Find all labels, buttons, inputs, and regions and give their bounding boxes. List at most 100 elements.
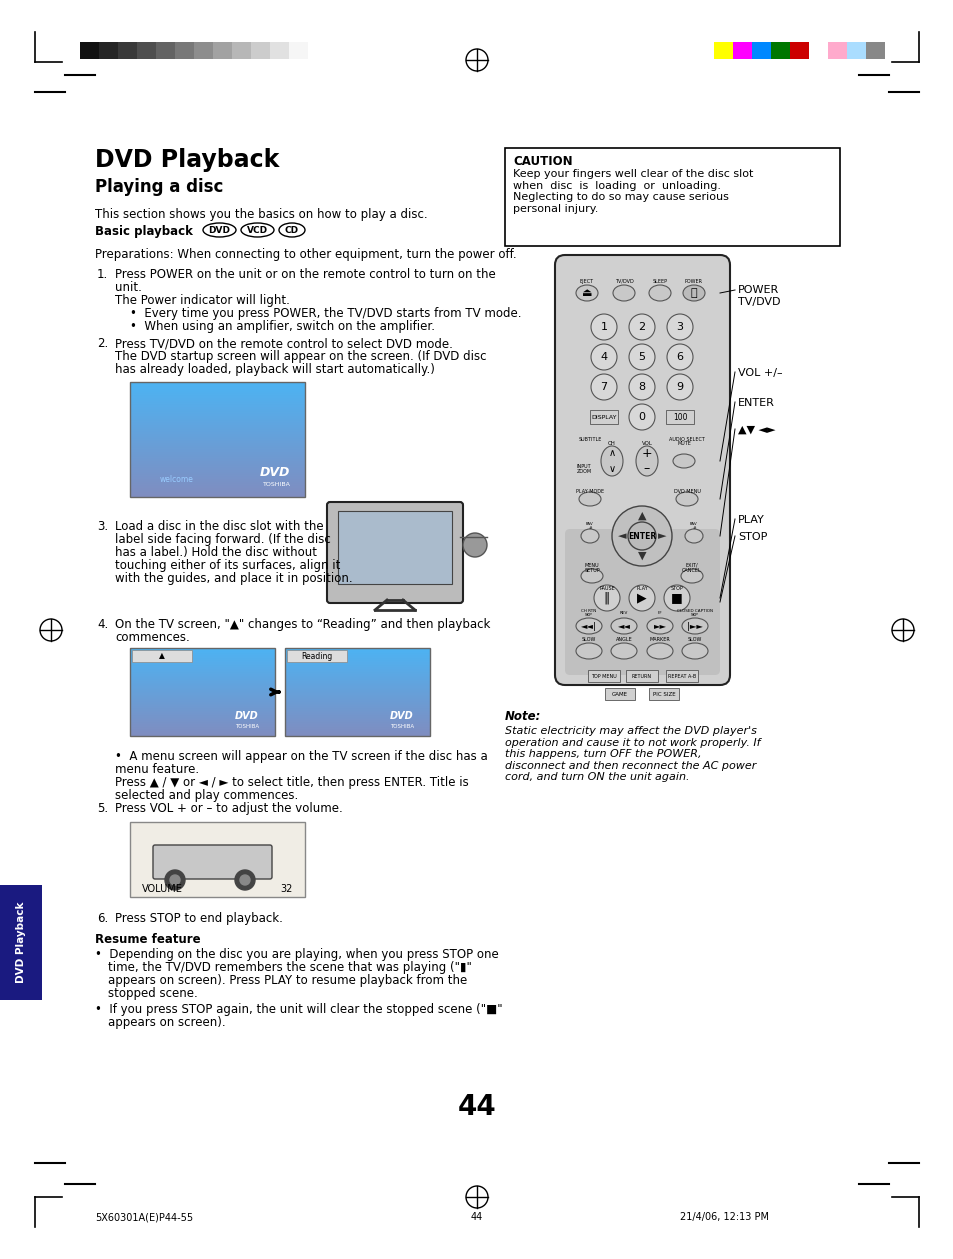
Ellipse shape bbox=[580, 529, 598, 543]
Ellipse shape bbox=[636, 446, 658, 476]
Text: PIC SIZE: PIC SIZE bbox=[652, 691, 675, 696]
Text: On the TV screen, "▲" changes to “Reading” and then playback: On the TV screen, "▲" changes to “Readin… bbox=[115, 618, 490, 631]
Text: 9: 9 bbox=[676, 381, 683, 392]
Circle shape bbox=[666, 374, 692, 400]
Circle shape bbox=[612, 506, 671, 567]
Text: ∧: ∧ bbox=[608, 448, 615, 458]
Bar bbox=[604, 687, 635, 700]
Bar bbox=[337, 511, 452, 584]
Text: VOLUME: VOLUME bbox=[142, 884, 183, 894]
Text: TV/DVD: TV/DVD bbox=[738, 297, 780, 307]
Ellipse shape bbox=[203, 223, 235, 237]
Text: 2: 2 bbox=[638, 322, 645, 332]
Circle shape bbox=[240, 875, 250, 885]
Text: The DVD startup screen will appear on the screen. (If DVD disc: The DVD startup screen will appear on th… bbox=[115, 350, 486, 363]
Text: Press TV/DVD on the remote control to select DVD mode.: Press TV/DVD on the remote control to se… bbox=[115, 337, 453, 350]
Ellipse shape bbox=[680, 569, 702, 583]
Text: FF: FF bbox=[657, 611, 661, 614]
Text: ∨: ∨ bbox=[608, 465, 615, 473]
Bar bbox=[827, 42, 846, 59]
Text: Note:: Note: bbox=[504, 710, 540, 723]
Text: ▲▼ ◄►: ▲▼ ◄► bbox=[738, 426, 775, 436]
Text: PAUSE: PAUSE bbox=[598, 585, 615, 590]
Text: appears on screen).: appears on screen). bbox=[108, 1016, 226, 1029]
Text: EJECT: EJECT bbox=[579, 278, 594, 283]
Text: SLEEP: SLEEP bbox=[652, 278, 667, 283]
Ellipse shape bbox=[681, 618, 707, 635]
Circle shape bbox=[165, 870, 185, 890]
Text: time, the TV/DVD remembers the scene that was playing ("▮": time, the TV/DVD remembers the scene tha… bbox=[108, 961, 472, 974]
Text: 1.: 1. bbox=[97, 268, 108, 281]
Bar bbox=[770, 42, 789, 59]
Bar bbox=[665, 410, 693, 424]
Text: 100: 100 bbox=[672, 413, 686, 422]
Text: selected and play commences.: selected and play commences. bbox=[115, 789, 298, 802]
Text: has already loaded, playback will start automatically.): has already loaded, playback will start … bbox=[115, 363, 435, 376]
Text: Basic playback: Basic playback bbox=[95, 225, 193, 238]
Text: 5X60301A(E)P44-55: 5X60301A(E)P44-55 bbox=[95, 1212, 193, 1222]
Text: PLAY: PLAY bbox=[738, 515, 764, 525]
Ellipse shape bbox=[610, 643, 637, 658]
Text: unit.: unit. bbox=[115, 281, 142, 295]
Bar bbox=[251, 42, 270, 59]
Text: 4.: 4. bbox=[97, 618, 108, 631]
Text: ▲: ▲ bbox=[159, 651, 165, 661]
Ellipse shape bbox=[681, 643, 707, 658]
Text: 8: 8 bbox=[638, 381, 645, 392]
Ellipse shape bbox=[576, 285, 598, 301]
Bar bbox=[589, 410, 618, 424]
Text: •  Every time you press POWER, the TV/DVD starts from TV mode.: • Every time you press POWER, the TV/DVD… bbox=[130, 307, 521, 320]
FancyBboxPatch shape bbox=[152, 845, 272, 879]
Text: CH: CH bbox=[607, 441, 616, 446]
Bar bbox=[665, 670, 698, 682]
Text: POWER: POWER bbox=[738, 285, 779, 295]
Circle shape bbox=[666, 313, 692, 340]
Bar bbox=[0, 885, 42, 1000]
Text: RETURN: RETURN bbox=[631, 674, 652, 679]
Text: CAUTION: CAUTION bbox=[513, 155, 572, 167]
Text: Reading: Reading bbox=[301, 651, 333, 661]
Text: 44: 44 bbox=[457, 1093, 496, 1121]
Text: REV: REV bbox=[619, 611, 627, 614]
Circle shape bbox=[627, 522, 656, 550]
Text: 3: 3 bbox=[676, 322, 682, 332]
Text: PLAY: PLAY bbox=[636, 585, 647, 590]
Text: ▲: ▲ bbox=[638, 511, 645, 521]
Text: •  Depending on the disc you are playing, when you press STOP one: • Depending on the disc you are playing,… bbox=[95, 948, 498, 961]
Bar bbox=[789, 42, 808, 59]
Bar bbox=[156, 42, 174, 59]
Text: POWER: POWER bbox=[684, 278, 702, 283]
Bar bbox=[865, 42, 884, 59]
Text: DVD: DVD bbox=[390, 711, 414, 721]
Text: ENTER: ENTER bbox=[738, 398, 774, 408]
Text: Press ▲ / ▼ or ◄ / ► to select title, then press ENTER. Title is: Press ▲ / ▼ or ◄ / ► to select title, th… bbox=[115, 776, 468, 789]
Bar bbox=[99, 42, 118, 59]
Ellipse shape bbox=[613, 285, 635, 301]
Text: EXIT/
CANCEL: EXIT/ CANCEL bbox=[681, 563, 701, 573]
Text: menu feature.: menu feature. bbox=[115, 763, 199, 776]
Ellipse shape bbox=[241, 223, 274, 237]
FancyBboxPatch shape bbox=[555, 256, 729, 685]
Bar bbox=[132, 650, 192, 662]
Text: •  A menu screen will appear on the TV screen if the disc has a: • A menu screen will appear on the TV sc… bbox=[115, 750, 487, 763]
Ellipse shape bbox=[600, 446, 622, 476]
Ellipse shape bbox=[610, 618, 637, 635]
Bar bbox=[625, 670, 658, 682]
Ellipse shape bbox=[646, 618, 672, 635]
Text: Press VOL + or – to adjust the volume.: Press VOL + or – to adjust the volume. bbox=[115, 802, 342, 815]
Text: CH RTN
SKP: CH RTN SKP bbox=[580, 608, 596, 617]
Bar bbox=[713, 42, 732, 59]
Ellipse shape bbox=[580, 569, 602, 583]
Bar bbox=[289, 42, 308, 59]
Text: ‖: ‖ bbox=[603, 592, 610, 604]
Circle shape bbox=[462, 533, 486, 556]
Text: –: – bbox=[643, 462, 649, 476]
Text: Load a disc in the disc slot with the: Load a disc in the disc slot with the bbox=[115, 520, 323, 533]
Bar bbox=[285, 648, 430, 737]
Text: DVD: DVD bbox=[234, 711, 258, 721]
Text: STOP: STOP bbox=[738, 533, 766, 543]
Text: ANGLE: ANGLE bbox=[615, 637, 632, 642]
Text: 5: 5 bbox=[638, 353, 645, 363]
Bar bbox=[270, 42, 289, 59]
Text: label side facing forward. (If the disc: label side facing forward. (If the disc bbox=[115, 533, 331, 546]
